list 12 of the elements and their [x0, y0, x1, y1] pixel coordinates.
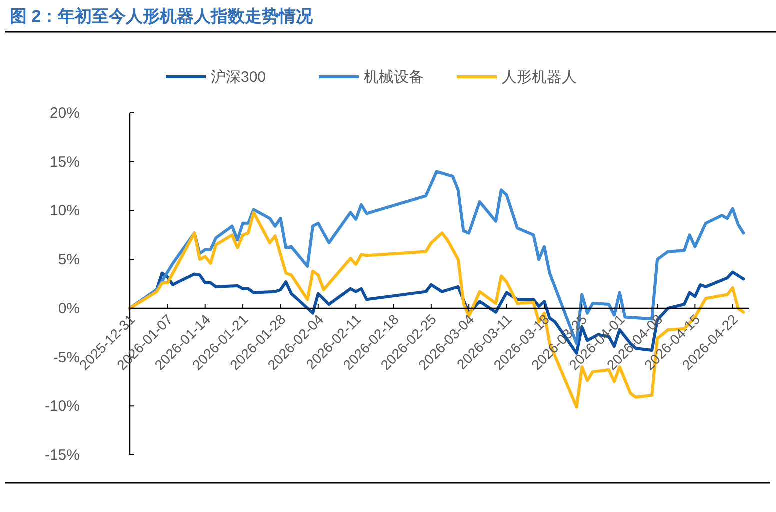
y-tick-label: 0%: [58, 300, 80, 318]
y-tick-label: 5%: [58, 252, 80, 269]
y-tick-label: 10%: [50, 202, 80, 220]
y-tick-label: -15%: [44, 447, 80, 464]
legend-label: 人形机器人: [502, 69, 577, 86]
y-tick-label: -10%: [44, 398, 80, 416]
legend-label: 机械设备: [364, 69, 424, 86]
legend-label: 沪深300: [211, 69, 266, 86]
y-tick-label: -5%: [53, 349, 80, 366]
chart-title: 图 2：年初至今人形机器人指数走势情况: [10, 7, 314, 26]
y-tick-label: 20%: [50, 105, 80, 122]
y-tick-label: 15%: [50, 154, 80, 171]
